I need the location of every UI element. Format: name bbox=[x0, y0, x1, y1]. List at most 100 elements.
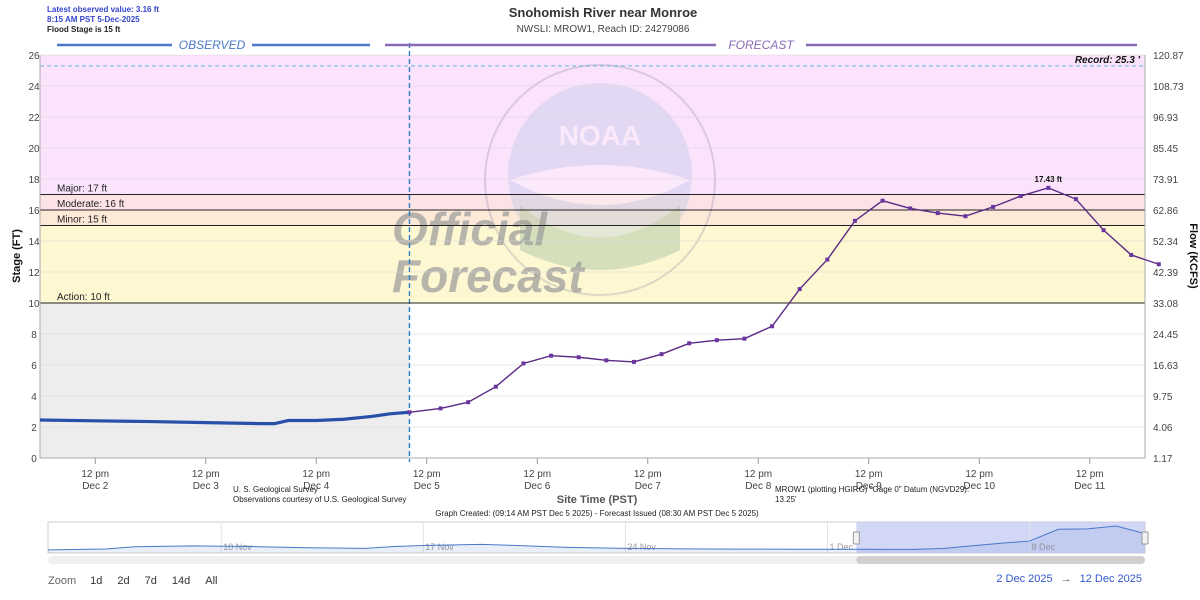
chart-axes: 024681012141618202224261.174.069.7516.63… bbox=[11, 51, 1199, 492]
forecast-point bbox=[604, 358, 609, 363]
range-arrow: → bbox=[1060, 573, 1072, 585]
forecast-header-label: FORECAST bbox=[728, 38, 795, 52]
threshold-lines: Action: 10 ft Minor: 15 ft Moderate: 16 ft… bbox=[40, 55, 1145, 304]
y-tick-label: 20 bbox=[28, 144, 40, 155]
y-tick-label: 4 bbox=[31, 392, 37, 403]
observed-header: OBSERVED bbox=[57, 38, 370, 52]
forecast-point bbox=[576, 355, 581, 360]
navigator-scrollbar-thumb[interactable] bbox=[856, 556, 1145, 564]
y2-tick-label: 85.45 bbox=[1153, 144, 1178, 155]
y-tick-label: 0 bbox=[31, 454, 37, 465]
y2-tick-label: 1.17 bbox=[1153, 454, 1173, 465]
y2-tick-label: 62.86 bbox=[1153, 206, 1178, 217]
chart-title: Snohomish River near Monroe bbox=[509, 5, 698, 20]
forecast-point bbox=[1101, 228, 1106, 233]
x-tick-label-date: Dec 8 bbox=[745, 481, 772, 492]
forecast-point bbox=[825, 257, 830, 262]
forecast-point bbox=[1018, 194, 1023, 199]
flood-stage-note: Flood Stage is 15 ft bbox=[47, 25, 121, 34]
minor-band bbox=[40, 225, 1145, 303]
forecast-series-line bbox=[409, 187, 1160, 413]
zoom-2d-button[interactable]: 2d bbox=[117, 575, 130, 587]
y-tick-label: 8 bbox=[31, 330, 37, 341]
forecast-header: FORECAST bbox=[385, 38, 1137, 52]
graph-created-label: Graph Created: (09:14 AM PST Dec 5 2025)… bbox=[435, 509, 759, 518]
navigator-date-label: 24 Nov bbox=[627, 542, 656, 552]
x-tick-label-date: Dec 7 bbox=[635, 481, 662, 492]
forecast-point bbox=[908, 206, 913, 211]
zoom-controls: Zoom 1d 2d 7d 14d All bbox=[48, 572, 226, 590]
forecast-point bbox=[1073, 197, 1078, 202]
noaa-seal-letters: NOAA bbox=[559, 120, 641, 151]
threshold-label-minor: Minor: 15 ft bbox=[57, 215, 107, 226]
forecast-point bbox=[991, 204, 996, 209]
y-tick-label: 10 bbox=[28, 299, 40, 310]
x-axis-title: Site Time (PST) bbox=[557, 494, 638, 506]
noaa-seal-outer bbox=[484, 64, 716, 296]
noaa-seal-inner bbox=[508, 83, 692, 267]
observed-shade bbox=[40, 303, 410, 458]
zoom-1d-button[interactable]: 1d bbox=[90, 575, 103, 587]
range-navigator[interactable]: 10 Nov 17 Nov 24 Nov 1 Dec 8 Dec bbox=[47, 521, 1149, 564]
record-band bbox=[40, 55, 1145, 195]
y2-tick-label: 52.34 bbox=[1153, 237, 1178, 248]
source-courtesy: Observations courtesy of U.S. Geological… bbox=[233, 495, 406, 504]
range-end-date[interactable]: 12 Dec 2025 bbox=[1079, 573, 1142, 585]
watermark-forecast: Forecast bbox=[392, 250, 585, 302]
navigator-line bbox=[47, 525, 1146, 551]
y2-tick-label: 4.06 bbox=[1153, 423, 1173, 434]
forecast-point bbox=[1129, 252, 1134, 257]
noaa-seal-bird bbox=[510, 165, 690, 205]
y-tick-label: 24 bbox=[28, 82, 40, 93]
range-start-date[interactable]: 2 Dec 2025 bbox=[996, 573, 1053, 585]
y2-tick-label: 96.93 bbox=[1153, 113, 1178, 124]
navigator-handle-right[interactable] bbox=[1141, 531, 1149, 545]
forecast-point bbox=[493, 384, 498, 389]
forecast-point bbox=[407, 410, 412, 415]
navigator-window bbox=[856, 522, 1145, 553]
x-tick-label-time: 12 pm bbox=[744, 469, 772, 480]
forecast-point bbox=[438, 406, 443, 411]
latest-observed-label: Latest observed value: 3.16 ft bbox=[47, 5, 159, 14]
threshold-bands bbox=[40, 55, 1145, 458]
x-tick-label-time: 12 pm bbox=[192, 469, 220, 480]
forecast-point bbox=[631, 359, 636, 364]
forecast-point bbox=[549, 353, 554, 358]
y2-tick-label: 16.63 bbox=[1153, 361, 1178, 372]
forecast-point bbox=[797, 287, 802, 292]
observed-header-label: OBSERVED bbox=[179, 38, 246, 52]
y-tick-label: 22 bbox=[28, 113, 40, 124]
navigator-date-label: 1 Dec bbox=[829, 542, 853, 552]
forecast-point bbox=[770, 324, 775, 329]
y2-tick-label: 33.08 bbox=[1153, 299, 1178, 310]
zoom-label: Zoom bbox=[48, 575, 77, 587]
zoom-14d-button[interactable]: 14d bbox=[171, 575, 191, 587]
x-tick-label-date: Dec 10 bbox=[963, 481, 995, 492]
datum-value: 13.25' bbox=[775, 495, 797, 504]
y-tick-label: 2 bbox=[31, 423, 37, 434]
chart-series: 17.43 ft bbox=[39, 175, 1161, 426]
x-tick-label-date: Dec 3 bbox=[193, 481, 220, 492]
x-tick-label-time: 12 pm bbox=[634, 469, 662, 480]
y-tick-label: 16 bbox=[28, 206, 40, 217]
y2-axis-title: Flow (KCFS) bbox=[1187, 223, 1199, 289]
x-tick-label-date: Dec 5 bbox=[414, 481, 441, 492]
x-tick-label-date: Dec 2 bbox=[82, 481, 109, 492]
zoom-all-button[interactable]: All bbox=[205, 575, 218, 587]
y2-tick-label: 120.87 bbox=[1153, 51, 1184, 62]
latest-observed-time: 8:15 AM PST 5-Dec-2025 bbox=[47, 15, 140, 24]
forecast-point bbox=[1046, 185, 1051, 190]
navigator-handle-left[interactable] bbox=[852, 531, 860, 545]
record-label: Record: 25.3 ' bbox=[1075, 55, 1141, 66]
y2-tick-label: 9.75 bbox=[1153, 392, 1173, 403]
forecast-point bbox=[1156, 262, 1161, 267]
navigator-date-label: 8 Dec bbox=[1032, 542, 1056, 552]
y-tick-label: 6 bbox=[31, 361, 37, 372]
x-tick-label-date: Dec 11 bbox=[1074, 481, 1105, 492]
navigator-date-label: 17 Nov bbox=[425, 542, 454, 552]
forecast-point bbox=[935, 211, 940, 216]
x-tick-label-time: 12 pm bbox=[413, 469, 441, 480]
navigator-date-label: 10 Nov bbox=[223, 542, 252, 552]
zoom-7d-button[interactable]: 7d bbox=[144, 575, 157, 587]
forecast-point bbox=[880, 198, 885, 203]
